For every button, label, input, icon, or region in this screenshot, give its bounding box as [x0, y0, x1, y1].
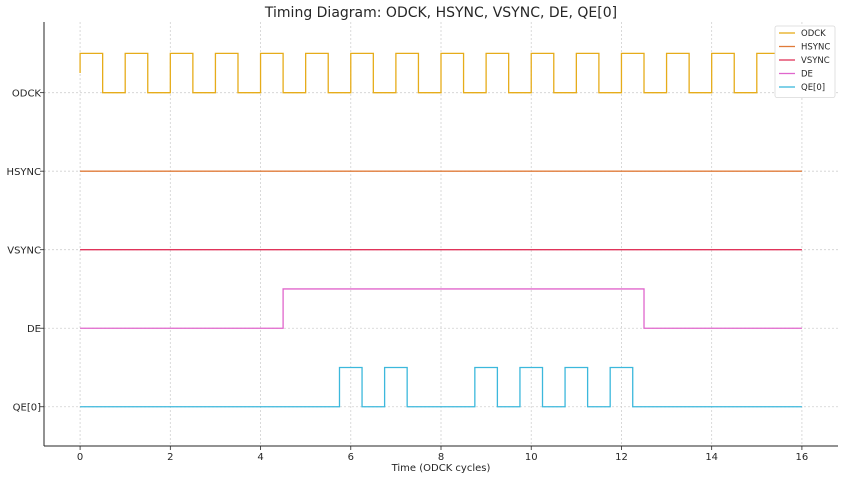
- x-tick-label: 10: [525, 452, 538, 463]
- x-tick-label: 8: [438, 452, 444, 463]
- y-tick-label: VSYNC: [7, 246, 41, 257]
- series-line-odck: [79, 52, 802, 94]
- x-axis-label: Time (ODCK cycles): [391, 463, 491, 474]
- legend: ODCK HSYNC VSYNC DE QE[0]: [774, 25, 836, 98]
- x-tick-label: 2: [167, 452, 173, 463]
- x-tick-label: 0: [77, 452, 83, 463]
- chart-title: Timing Diagram: ODCK, HSYNC, VSYNC, DE, …: [264, 5, 617, 21]
- legend-label-hsync: HSYNC: [801, 43, 830, 53]
- legend-label-de: DE: [801, 70, 813, 80]
- series-line-de: [80, 288, 802, 329]
- ticks-layer: 0 2 4 6 8 10 12 14 16 ODCK HSYNC VSYNC DE QE[0]: [7, 89, 809, 463]
- x-tick-label: 14: [705, 452, 718, 463]
- x-tick-label: 6: [348, 452, 354, 463]
- y-tick-label: ODCK: [12, 89, 42, 100]
- series-line-qe-0: [80, 366, 802, 408]
- legend-label-vsync: VSYNC: [801, 56, 830, 66]
- legend-box: [774, 25, 836, 98]
- x-tick-label: 12: [615, 452, 628, 463]
- legend-label-odck: ODCK: [801, 29, 826, 39]
- x-tick-label: 4: [257, 452, 263, 463]
- y-tick-label: QE[0]: [13, 403, 41, 414]
- series-layer: [79, 52, 802, 408]
- x-tick-label: 16: [796, 452, 809, 463]
- y-tick-label: HSYNC: [7, 167, 41, 178]
- y-tick-label: DE: [27, 324, 41, 335]
- legend-label-qe-0: QE[0]: [801, 83, 825, 93]
